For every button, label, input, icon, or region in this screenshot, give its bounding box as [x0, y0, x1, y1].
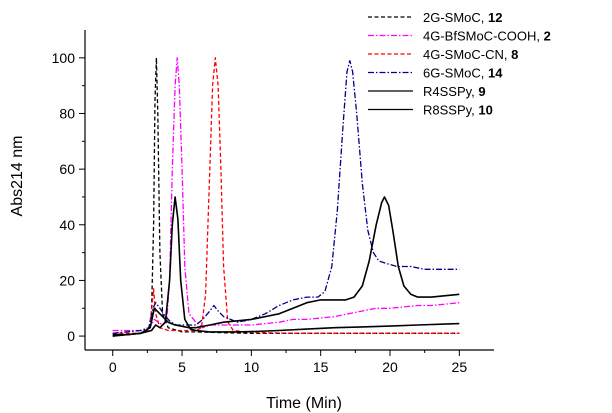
series-line-3 [112, 57, 460, 334]
x-tick-label: 20 [382, 359, 398, 375]
y-tick-label: 60 [59, 161, 75, 177]
x-tick-label: 5 [178, 359, 186, 375]
legend-compound-number: 2 [544, 29, 551, 44]
series-line-6 [112, 196, 460, 337]
y-tick-label: 40 [59, 217, 75, 233]
legend-name: 2G-SMoC, [423, 10, 488, 25]
x-axis-label: Time (Min) [266, 395, 342, 412]
legend-name: 6G-SMoC, [423, 66, 488, 81]
legend-compound-number: 14 [488, 66, 503, 81]
y-tick-label: 100 [52, 50, 76, 66]
legend-label-5: R4SSPy, 9 [423, 84, 486, 99]
legend-compound-number: 8 [511, 47, 518, 62]
x-tick-label: 0 [109, 359, 117, 375]
legend-compound-number: 9 [478, 84, 485, 99]
series-line-1 [112, 57, 460, 337]
legend-name: R4SSPy, [423, 84, 478, 99]
y-tick-label: 80 [59, 105, 75, 121]
legend-name: 4G-BfSMoC-COOH, [423, 29, 544, 44]
legend-name: R8SSPy, [423, 103, 478, 118]
legend-label-2: 4G-BfSMoC-COOH, 2 [423, 29, 551, 44]
legend-label-3: 4G-SMoC-CN, 8 [423, 47, 518, 62]
legend-label-6: R8SSPy, 10 [423, 103, 493, 118]
legend-label-4: 6G-SMoC, 14 [423, 66, 503, 81]
series-layer [112, 57, 460, 337]
series-line-2 [112, 57, 460, 332]
legend-name: 4G-SMoC-CN, [423, 47, 511, 62]
axes: 0 5 10 15 20 25 0 20 40 60 80 100 [52, 30, 494, 375]
legend-compound-number: 12 [488, 10, 502, 25]
series-line-5 [112, 196, 460, 336]
x-tick-label: 25 [452, 359, 468, 375]
series-line-4 [112, 59, 460, 334]
y-tick-label: 0 [67, 328, 75, 344]
legend-compound-number: 10 [478, 103, 492, 118]
x-tick-label: 15 [313, 359, 329, 375]
y-axis-label: Abs214 nm [9, 136, 26, 217]
legend: 2G-SMoC, 12 4G-BfSMoC-COOH, 2 4G-SMoC-CN, … [368, 10, 551, 118]
y-tick-label: 20 [59, 272, 75, 288]
legend-label-1: 2G-SMoC, 12 [423, 10, 502, 25]
x-tick-label: 10 [244, 359, 260, 375]
